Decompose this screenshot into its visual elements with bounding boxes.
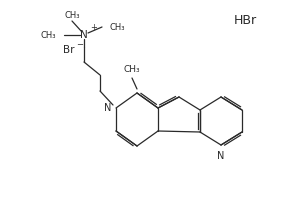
Text: CH₃: CH₃ (64, 10, 80, 20)
Text: N: N (80, 30, 88, 40)
Text: Br: Br (63, 45, 75, 55)
Text: CH₃: CH₃ (110, 22, 126, 31)
Text: HBr: HBr (233, 14, 257, 28)
Text: CH₃: CH₃ (124, 64, 140, 73)
Text: N: N (104, 103, 111, 113)
Text: N: N (217, 151, 225, 161)
Text: −: − (77, 41, 84, 50)
Text: +: + (91, 22, 98, 31)
Text: CH₃: CH₃ (41, 31, 56, 40)
